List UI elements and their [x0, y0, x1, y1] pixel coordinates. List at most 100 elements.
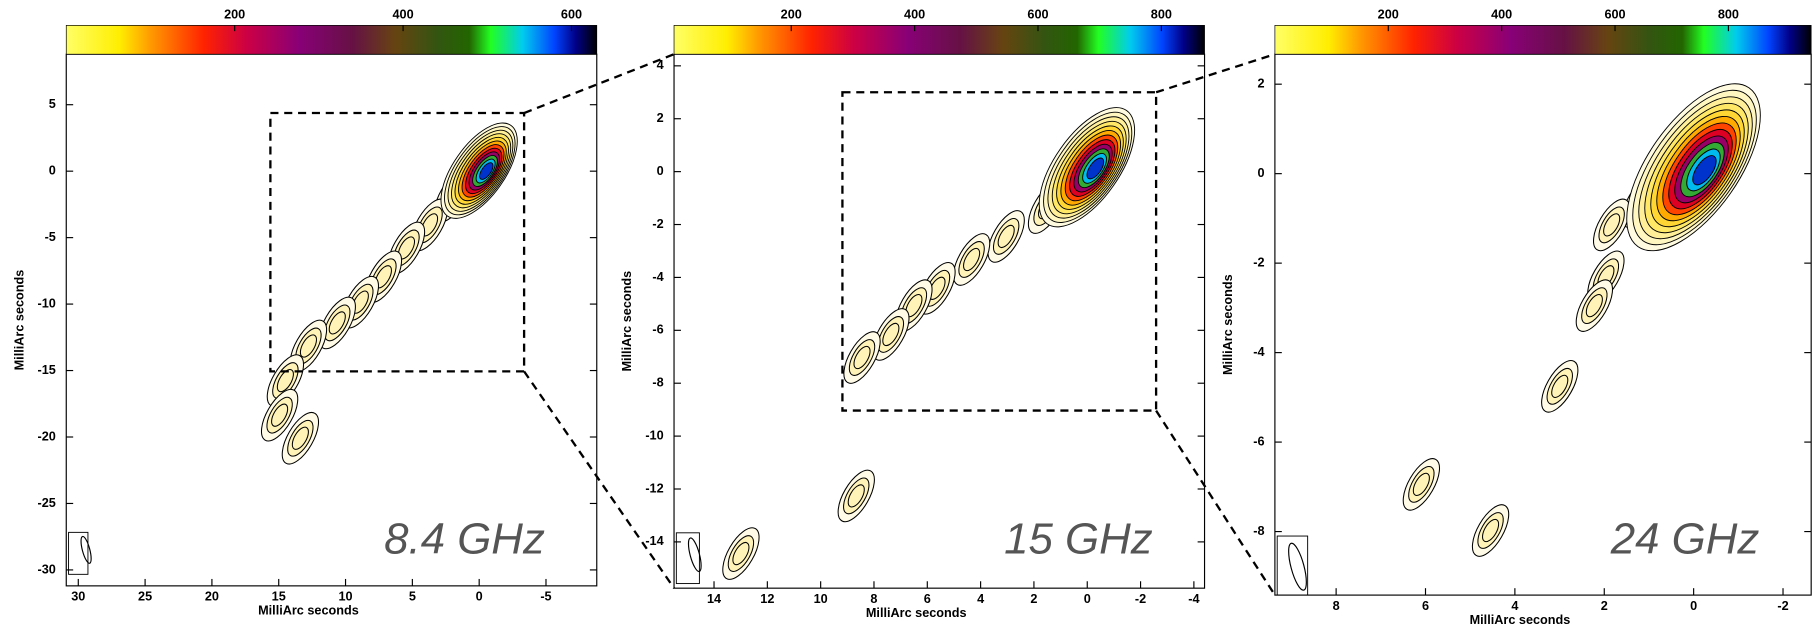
beam-box: [1276, 535, 1309, 596]
colorbar-tick-label: 200: [224, 7, 245, 21]
y-tick-label: 0: [49, 164, 56, 178]
zoom-line: [523, 370, 675, 589]
y-tick-label: 2: [657, 111, 664, 125]
contour: [847, 484, 865, 508]
contour: [328, 311, 346, 335]
x-tick-label: -2: [1777, 599, 1788, 613]
contour: [997, 224, 1015, 249]
frequency-label: 24 GHz: [1610, 515, 1760, 564]
colorbar-tick-label: 800: [1151, 7, 1172, 21]
panel: 30 25 20 15 10 5 0 -550-5-10-15-20-25-30MilliAr…: [12, 7, 675, 618]
contour: [882, 322, 900, 347]
y-tick-label: 4: [657, 58, 664, 72]
contour: [1412, 472, 1430, 496]
x-tick-label: 0: [476, 590, 483, 604]
y-tick-label: -6: [1253, 434, 1264, 448]
y-axis-label: MilliArc seconds: [12, 270, 26, 371]
colorbar-tick-label: 600: [1027, 7, 1048, 21]
frequency-label: 15 GHz: [1004, 515, 1153, 564]
y-tick-label: -4: [1253, 345, 1264, 359]
y-tick-label: -15: [38, 363, 56, 377]
x-tick-label: 25: [138, 590, 152, 604]
beam-box: [675, 532, 700, 585]
colorbar: [1274, 25, 1812, 55]
contour: [853, 345, 871, 370]
x-tick-label: 0: [1690, 599, 1697, 613]
y-tick-label: -2: [1253, 255, 1264, 269]
map-area: [1276, 83, 1761, 596]
x-tick-label: -4: [1188, 592, 1199, 606]
x-axis-label: MilliArc seconds: [1470, 613, 1571, 627]
x-tick-label: 2: [1030, 592, 1037, 606]
x-tick-label: 12: [760, 592, 774, 606]
y-tick-label: 2: [1257, 77, 1264, 91]
beam: [687, 537, 702, 573]
colorbar-tick-label: 200: [781, 7, 802, 21]
y-tick-label: -12: [645, 481, 663, 495]
x-tick-label: -2: [1135, 592, 1146, 606]
beam-box: [68, 531, 89, 575]
contour: [963, 247, 981, 272]
colorbar-tick-label: 800: [1718, 7, 1739, 21]
x-tick-label: 20: [205, 590, 219, 604]
contour: [271, 403, 289, 427]
y-tick-label: -20: [38, 429, 56, 443]
zoom-line: [1155, 53, 1276, 94]
colorbar-tick-label: 600: [1604, 7, 1625, 21]
colorbar: [65, 25, 598, 55]
y-tick-label: -30: [38, 562, 56, 576]
panel: 14 12 10 8 6 4 2 0 -2 -4 4 2 0 -2 -4 -6 -8 -10 -12 -14 Milli…: [620, 7, 1276, 620]
y-tick-label: 0: [1257, 166, 1264, 180]
zoom-box: [269, 111, 526, 373]
zoom-line: [523, 53, 675, 115]
contour: [276, 368, 294, 393]
x-tick-label: 8: [1333, 599, 1340, 613]
contour: [291, 426, 309, 450]
colorbar-tick-label: 200: [1378, 7, 1399, 21]
y-tick-label: -25: [38, 496, 56, 510]
x-tick-label: 2: [1601, 599, 1608, 613]
contour: [1482, 518, 1500, 543]
y-tick-label: -10: [645, 428, 663, 442]
x-tick-label: 15: [272, 590, 286, 604]
x-tick-label: 0: [1084, 592, 1091, 606]
map-area: [68, 122, 518, 575]
x-tick-label: 6: [1422, 599, 1429, 613]
zoom-box: [841, 91, 1158, 412]
x-tick-label: 6: [924, 592, 931, 606]
contour: [479, 162, 494, 180]
x-tick-label: 14: [707, 592, 721, 606]
x-axis-label: MilliArc seconds: [258, 604, 359, 618]
y-tick-label: -5: [45, 230, 56, 244]
x-tick-label: 5: [409, 590, 416, 604]
x-tick-label: 4: [977, 592, 984, 606]
x-tick-label: -5: [540, 590, 551, 604]
x-tick-label: 30: [71, 590, 85, 604]
contour: [1585, 294, 1603, 318]
x-tick-label: 10: [814, 592, 828, 606]
y-tick-label: 5: [49, 97, 56, 111]
colorbar-tick-label: 400: [1491, 7, 1512, 21]
panel: 8 6 4 2 0 -2 2 0 -2 -4 -6 -8 MilliArc seconds MilliAr…: [1221, 7, 1812, 627]
y-axis-label: MilliArc seconds: [1221, 274, 1235, 375]
y-axis-label: MilliArc seconds: [620, 271, 634, 372]
y-tick-label: -14: [645, 534, 663, 548]
y-tick-label: 0: [657, 164, 664, 178]
contour: [1603, 213, 1621, 237]
map-area: [675, 107, 1136, 585]
y-tick-label: -8: [652, 376, 663, 390]
x-tick-label: 4: [1511, 599, 1518, 613]
x-tick-label: 8: [870, 592, 877, 606]
x-tick-label: 10: [338, 590, 352, 604]
y-tick-label: -6: [652, 323, 663, 337]
frequency-label: 8.4 GHz: [384, 515, 545, 564]
y-tick-label: -2: [652, 217, 663, 231]
colorbar-tick-label: 400: [393, 7, 414, 21]
y-tick-label: -4: [652, 270, 663, 284]
beam: [1288, 542, 1307, 591]
colorbar-tick-label: 400: [904, 7, 925, 21]
zoom-line: [1155, 409, 1276, 596]
contour: [1692, 155, 1717, 186]
contour: [1551, 374, 1569, 398]
